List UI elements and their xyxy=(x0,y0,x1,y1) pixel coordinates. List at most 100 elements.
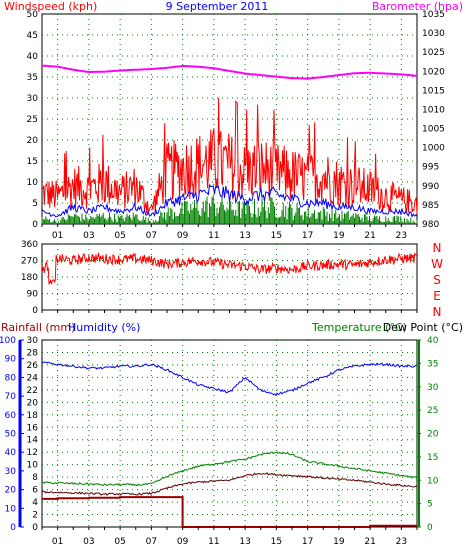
windspeed-tick-label: 30 xyxy=(27,94,39,104)
barometer-tick-label: 1030 xyxy=(422,29,445,39)
windspeed-tick-label: 5 xyxy=(32,199,38,209)
humidity-tick-label: 0 xyxy=(10,523,16,533)
barometer-tick-label: 1015 xyxy=(422,86,445,96)
climate-hour-label: 15 xyxy=(271,537,282,547)
compass-label: N xyxy=(433,305,442,319)
barometer-axis-label: Barometer (hpa) xyxy=(372,0,463,13)
windspeed-tick-label: 40 xyxy=(27,52,39,62)
rainfall-tick-label: 16 xyxy=(27,423,39,433)
rainfall-tick-label: 24 xyxy=(27,373,39,383)
barometer-tick-label: 1020 xyxy=(422,67,445,77)
climate-hour-label: 21 xyxy=(364,537,375,547)
barometer-line xyxy=(41,64,418,80)
rainfall-tick-label: 28 xyxy=(27,348,39,358)
compass-label: E xyxy=(433,289,441,303)
rainfall-axis-label: Rainfall (mm) xyxy=(1,321,75,334)
humidity-tick-label: 30 xyxy=(5,467,17,477)
climate-panel-frame xyxy=(41,339,418,528)
rainfall-tick-label: 26 xyxy=(27,361,39,371)
climate-hour-label: 13 xyxy=(239,537,250,547)
direction-tick-label: 180 xyxy=(21,273,38,283)
windspeed-tick-label: 50 xyxy=(27,10,39,20)
climate-hour-label: 19 xyxy=(333,537,345,547)
barometer-tick-label: 985 xyxy=(422,201,439,211)
windspeed-tick-label: 15 xyxy=(27,157,38,167)
wind-hour-label: 11 xyxy=(208,231,219,241)
rainfall-tick-label: 30 xyxy=(27,336,39,346)
climate-hour-label: 11 xyxy=(208,537,219,547)
climate-hour-label: 03 xyxy=(83,537,94,547)
barometer-tick-label: 1025 xyxy=(422,48,445,58)
temperature-axis-label: Temperature (°C) xyxy=(311,321,407,334)
temperature-tick-label: 30 xyxy=(427,383,439,393)
barometer-tick-label: 990 xyxy=(422,182,439,192)
temperature-tick-label: 10 xyxy=(427,476,439,486)
wind-hour-label: 01 xyxy=(52,231,63,241)
rainfall-line xyxy=(42,496,417,528)
windspeed-axis-label: Windspeed (kph) xyxy=(4,0,97,13)
temperature-tick-label: 25 xyxy=(427,406,438,416)
temperature-tick-label: 20 xyxy=(427,430,439,440)
wind-hour-label: 07 xyxy=(146,231,157,241)
humidity-axis-label: Humidity (%) xyxy=(68,321,140,334)
humidity-tick-label: 70 xyxy=(5,392,17,402)
compass-label: S xyxy=(433,273,441,287)
temperature-tick-label: 15 xyxy=(427,453,438,463)
rainfall-tick-label: 4 xyxy=(32,498,38,508)
climate-hour-label: 01 xyxy=(52,537,63,547)
barometer-tick-label: 995 xyxy=(422,163,439,173)
rainfall-tick-label: 6 xyxy=(32,486,38,496)
temperature-tick-label: 35 xyxy=(427,359,438,369)
dew-point-axis-label: Dew Point (°C) xyxy=(383,321,463,334)
barometer-tick-label: 1010 xyxy=(422,105,445,115)
climate-hour-label: 07 xyxy=(146,537,157,547)
wind-hour-label: 19 xyxy=(333,231,345,241)
windspeed-tick-label: 25 xyxy=(27,115,38,125)
gust-series-line xyxy=(41,97,418,214)
direction-tick-label: 360 xyxy=(21,240,38,250)
wind-direction-line xyxy=(41,251,418,286)
humidity-line xyxy=(41,361,418,396)
compass-label: W xyxy=(431,257,443,271)
barometer-tick-label: 1000 xyxy=(422,144,445,154)
humidity-tick-label: 20 xyxy=(5,486,17,496)
wind-hour-label: 23 xyxy=(396,231,407,241)
temperature-tick-label: 5 xyxy=(427,500,433,510)
windspeed-tick-label: 0 xyxy=(32,220,38,230)
humidity-tick-label: 80 xyxy=(5,373,17,383)
barometer-tick-label: 1005 xyxy=(422,125,445,135)
rainfall-tick-label: 0 xyxy=(32,523,38,533)
climate-hour-label: 05 xyxy=(114,537,125,547)
temperature-line xyxy=(41,451,418,487)
wind-hour-label: 17 xyxy=(302,231,313,241)
windspeed-tick-label: 35 xyxy=(27,73,38,83)
dew-point-line xyxy=(41,472,418,496)
wind-hour-label: 13 xyxy=(239,231,250,241)
compass-label: N xyxy=(433,241,442,255)
windspeed-tick-label: 45 xyxy=(27,31,38,41)
humidity-tick-label: 60 xyxy=(5,411,17,421)
rainfall-tick-label: 10 xyxy=(27,461,39,471)
rainfall-tick-label: 8 xyxy=(32,473,38,483)
humidity-tick-label: 10 xyxy=(5,504,17,514)
windspeed-tick-label: 10 xyxy=(27,178,39,188)
direction-tick-label: 90 xyxy=(27,290,39,300)
wind-hour-label: 15 xyxy=(271,231,282,241)
windspeed-tick-label: 20 xyxy=(27,136,39,146)
chart-date-title: 9 September 2011 xyxy=(166,0,269,13)
wind-hour-label: 09 xyxy=(177,231,189,241)
rainfall-tick-label: 18 xyxy=(27,411,39,421)
climate-hour-label: 09 xyxy=(177,537,189,547)
direction-panel-frame xyxy=(41,243,418,311)
climate-hour-label: 23 xyxy=(396,537,407,547)
rainfall-tick-label: 14 xyxy=(27,436,39,446)
direction-tick-label: 0 xyxy=(32,306,38,316)
temperature-tick-label: 40 xyxy=(427,336,439,346)
barometer-tick-label: 980 xyxy=(422,220,439,230)
temperature-tick-label: 0 xyxy=(427,523,433,533)
climate-hour-label: 17 xyxy=(302,537,313,547)
wind-hour-label: 05 xyxy=(114,231,125,241)
humidity-tick-label: 50 xyxy=(5,430,17,440)
